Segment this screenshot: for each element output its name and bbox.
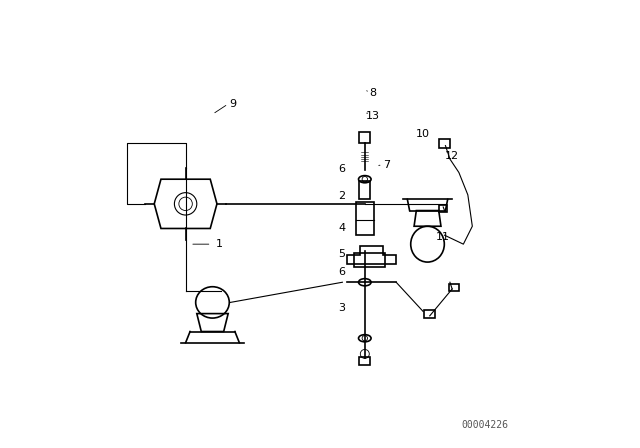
Bar xyxy=(439,139,450,148)
Text: 2: 2 xyxy=(338,191,345,201)
Text: 1: 1 xyxy=(216,239,223,249)
Text: 11: 11 xyxy=(436,232,450,241)
Bar xyxy=(353,253,385,267)
Bar xyxy=(359,357,371,365)
Text: 8: 8 xyxy=(369,88,376,98)
Bar xyxy=(360,132,370,143)
Text: 6: 6 xyxy=(338,267,345,277)
Bar xyxy=(439,205,447,211)
Text: 3: 3 xyxy=(338,303,345,313)
Text: 00004226: 00004226 xyxy=(461,420,508,430)
Bar xyxy=(360,181,370,199)
Text: 5: 5 xyxy=(338,250,345,259)
Text: 6: 6 xyxy=(338,164,345,174)
Text: 7: 7 xyxy=(383,160,390,170)
Text: 10: 10 xyxy=(416,129,430,139)
Text: 12: 12 xyxy=(445,151,460,161)
Bar xyxy=(424,310,435,318)
Text: 9: 9 xyxy=(229,99,236,109)
Bar xyxy=(356,202,374,235)
Bar xyxy=(449,284,460,291)
Text: 13: 13 xyxy=(365,111,380,121)
Text: 4: 4 xyxy=(338,223,345,233)
